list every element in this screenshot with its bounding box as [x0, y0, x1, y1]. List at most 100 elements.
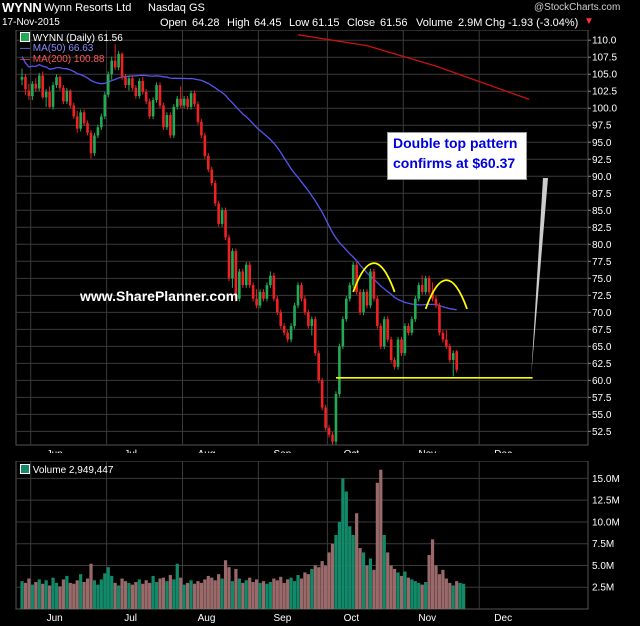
candle-body — [417, 285, 421, 299]
candle-body — [175, 98, 179, 107]
candle-body — [317, 353, 320, 381]
candle-body — [400, 339, 403, 354]
candlestick — [189, 90, 193, 110]
candle-body — [327, 427, 331, 435]
candlestick — [69, 89, 72, 109]
candle-body — [451, 353, 455, 360]
volume-bar — [299, 578, 304, 609]
volume-bar — [375, 482, 379, 609]
candlestick — [27, 83, 31, 101]
candlestick — [113, 44, 117, 71]
close-value: 61.56 — [380, 17, 408, 29]
candlestick — [420, 275, 424, 295]
volume-bar — [127, 582, 131, 609]
volume-bar — [120, 578, 124, 609]
volume-bar — [348, 526, 352, 609]
volume-bar — [296, 575, 300, 609]
candle-body — [203, 135, 207, 156]
candlestick — [331, 432, 334, 445]
candlestick — [186, 95, 189, 110]
price-y-tick-label: 65.0 — [592, 342, 612, 353]
candle-body — [151, 100, 155, 117]
candle-body — [431, 291, 434, 299]
candle-body — [355, 264, 358, 292]
candlestick — [341, 316, 345, 350]
company-name: Wynn Resorts Ltd — [44, 2, 132, 14]
watermark-text: www.SharePlanner.com — [80, 288, 239, 304]
volume-bar — [399, 575, 404, 609]
volume-bar — [234, 568, 238, 609]
volume-bar — [317, 567, 321, 609]
candlestick — [144, 89, 148, 105]
candlestick — [106, 71, 110, 98]
legend-price-label: WYNN (Daily) 61.56 — [32, 33, 123, 44]
candlestick — [296, 282, 300, 309]
volume-bar — [379, 469, 383, 609]
candlestick — [244, 261, 248, 288]
candlestick — [310, 316, 314, 336]
volume-bar — [30, 584, 34, 609]
candlestick — [410, 316, 414, 336]
candle-body — [258, 291, 262, 306]
candle-body — [110, 60, 113, 75]
volume-bar — [286, 579, 290, 609]
candlestick — [258, 289, 262, 309]
candle-body — [31, 83, 34, 96]
volume-bars — [20, 469, 466, 609]
volume-bar — [92, 580, 97, 609]
volume-y-ticks: 15.0M 12.5M 10.0M 7.5M 5.0M 2.5M — [592, 474, 620, 594]
volume-bar — [292, 581, 297, 609]
candle-body — [320, 380, 324, 408]
ma200-line — [297, 34, 530, 101]
candlestick — [89, 130, 93, 159]
candlestick — [151, 97, 155, 120]
candle-body — [86, 123, 89, 133]
annotation-box: Double top pattern confirms at $60.37 — [387, 132, 527, 180]
volume-y-tick-label: 10.0M — [592, 517, 620, 528]
volume-bar — [365, 565, 369, 609]
candlestick — [100, 113, 103, 131]
candle-body — [224, 210, 227, 238]
candlestick — [24, 74, 27, 95]
volume-bar — [320, 561, 324, 609]
candle-body — [393, 359, 396, 367]
volume-bar — [175, 563, 179, 609]
price-y-tick-label: 102.5 — [592, 87, 617, 98]
open-label: Open — [160, 17, 187, 29]
change-value: -1.93 (-3.04%) — [508, 17, 579, 29]
volume-y-tick-label: 2.5M — [592, 583, 614, 594]
candle-body — [113, 60, 117, 68]
candle-body — [120, 53, 124, 77]
candle-body — [55, 76, 58, 86]
candlestick — [44, 89, 48, 107]
volume-bar — [134, 582, 138, 609]
volume-x-tick-label: Jun — [47, 613, 63, 624]
candle-body — [213, 183, 217, 204]
candlestick — [451, 350, 455, 377]
close-label: Close — [347, 17, 376, 29]
candlestick — [293, 302, 296, 329]
candle-body — [144, 91, 148, 102]
volume-bar — [451, 585, 455, 609]
candlestick — [455, 350, 458, 373]
volume-bar — [313, 565, 317, 609]
ma50-line — [21, 56, 457, 311]
price-y-tick-label: 72.5 — [592, 291, 612, 302]
price-y-tick-label: 60.0 — [592, 376, 612, 387]
price-y-tick-label: 62.5 — [592, 359, 612, 370]
candlestick — [72, 102, 76, 120]
candle-body — [189, 93, 193, 107]
candlestick — [393, 357, 396, 370]
candlestick — [93, 132, 96, 156]
candle-body — [127, 78, 131, 86]
volume-y-tick-label: 5.0M — [592, 561, 614, 572]
volume-bar — [158, 578, 162, 609]
volume-bar — [244, 580, 248, 609]
volume-bar — [396, 572, 400, 609]
volume-bar — [258, 582, 262, 609]
candle-body — [155, 85, 158, 101]
candle-body — [89, 132, 93, 154]
candle-body — [262, 291, 265, 299]
candlestick — [117, 51, 120, 71]
candlestick — [175, 95, 179, 110]
